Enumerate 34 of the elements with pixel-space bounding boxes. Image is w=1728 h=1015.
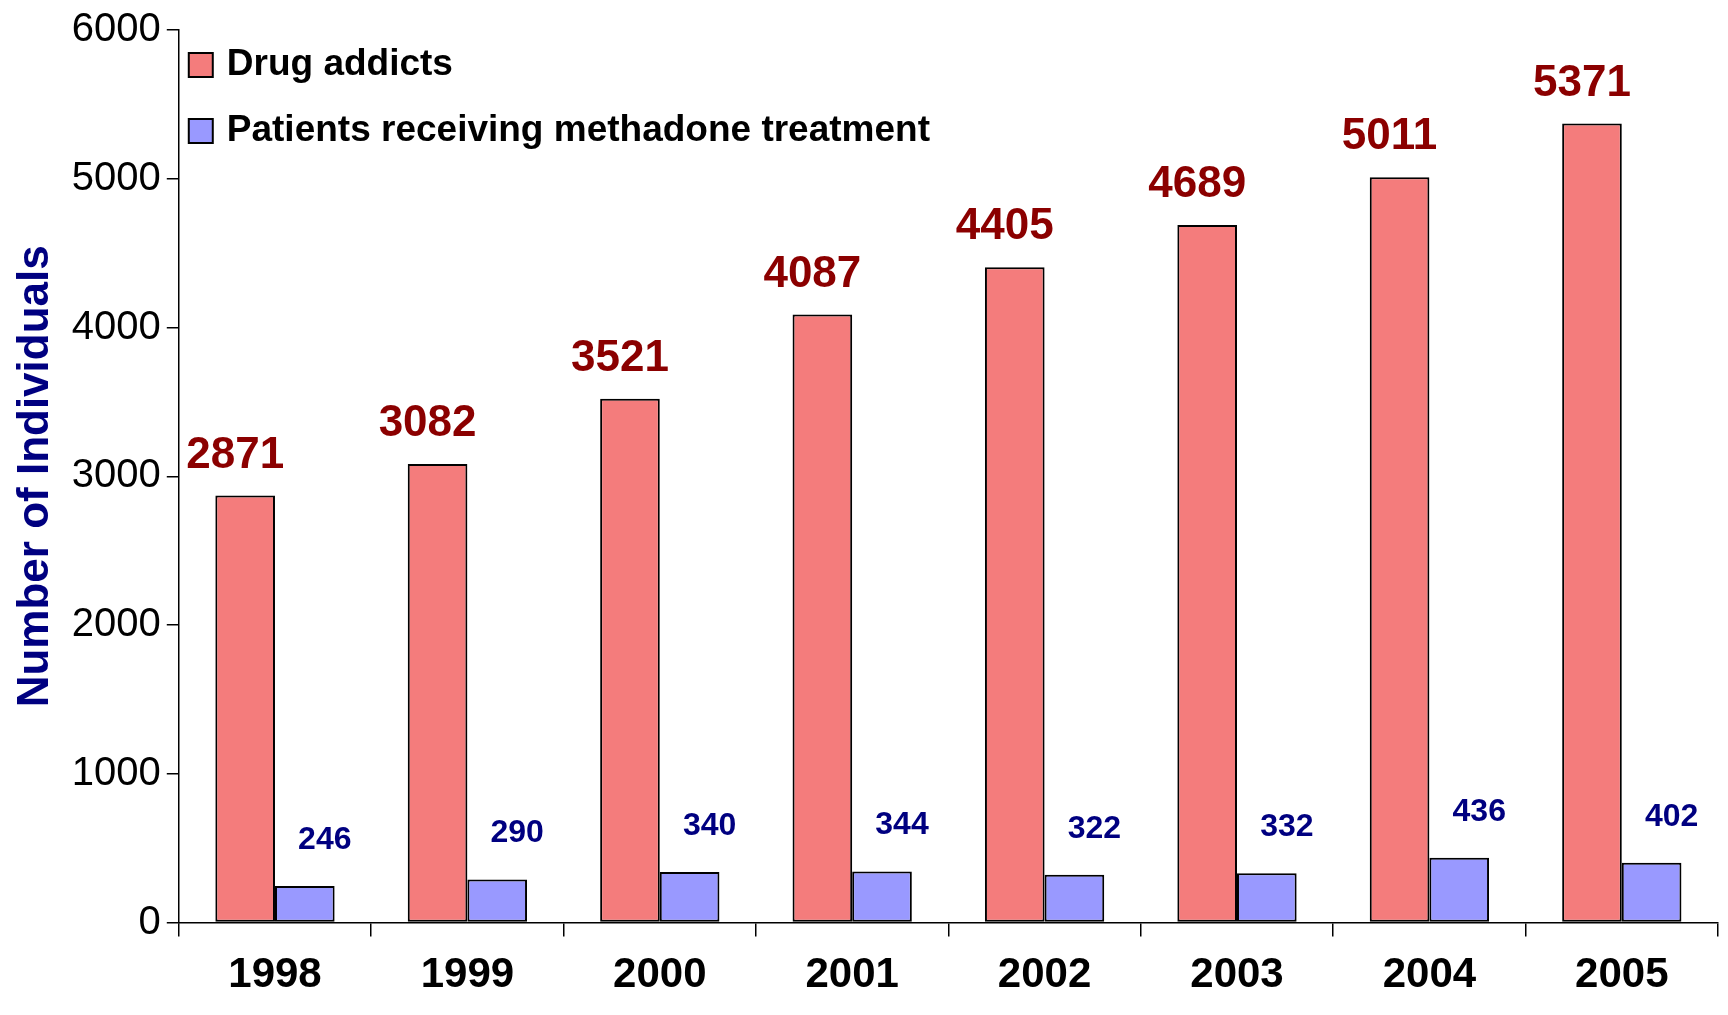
data-label: 322 [1067,808,1122,845]
y-tick-label: 4000 [71,302,161,347]
y-axis-title: Number of Individuals [7,245,57,708]
x-tick-label: 2002 [997,949,1092,997]
data-label: 344 [875,805,929,842]
y-tick-label: 6000 [71,5,161,50]
y-tick-label: 1000 [71,748,161,793]
data-label: 4405 [955,199,1054,249]
data-label: 290 [490,813,544,850]
y-tick-label: 5000 [71,153,161,198]
x-tick-label: 1999 [420,949,515,997]
x-tick-label: 1998 [228,949,322,997]
data-label: 4087 [763,246,862,296]
data-label: 4689 [1148,157,1247,207]
data-label: 2871 [186,427,285,477]
data-label: 5371 [1533,55,1631,105]
x-tick-label: 2004 [1382,949,1477,997]
data-label: 246 [298,819,352,856]
y-tick-label: 0 [138,897,161,942]
data-label: 436 [1452,791,1506,828]
data-label: 340 [682,805,737,842]
data-label: 332 [1260,807,1314,844]
y-tick-label: 2000 [71,600,161,645]
x-tick-label: 2000 [613,949,707,997]
data-label: 402 [1644,796,1699,833]
x-tick-label: 2003 [1190,949,1284,997]
data-label: 3521 [571,330,669,380]
x-tick-label: 2005 [1575,949,1669,997]
y-tick-label: 3000 [71,451,161,496]
legend-label: Patients receiving methadone treatment [226,108,930,150]
data-label: 5011 [1341,109,1438,159]
x-tick-label: 2001 [805,949,899,997]
data-label: 3082 [378,396,477,446]
legend-label: Drug addicts [226,42,453,84]
